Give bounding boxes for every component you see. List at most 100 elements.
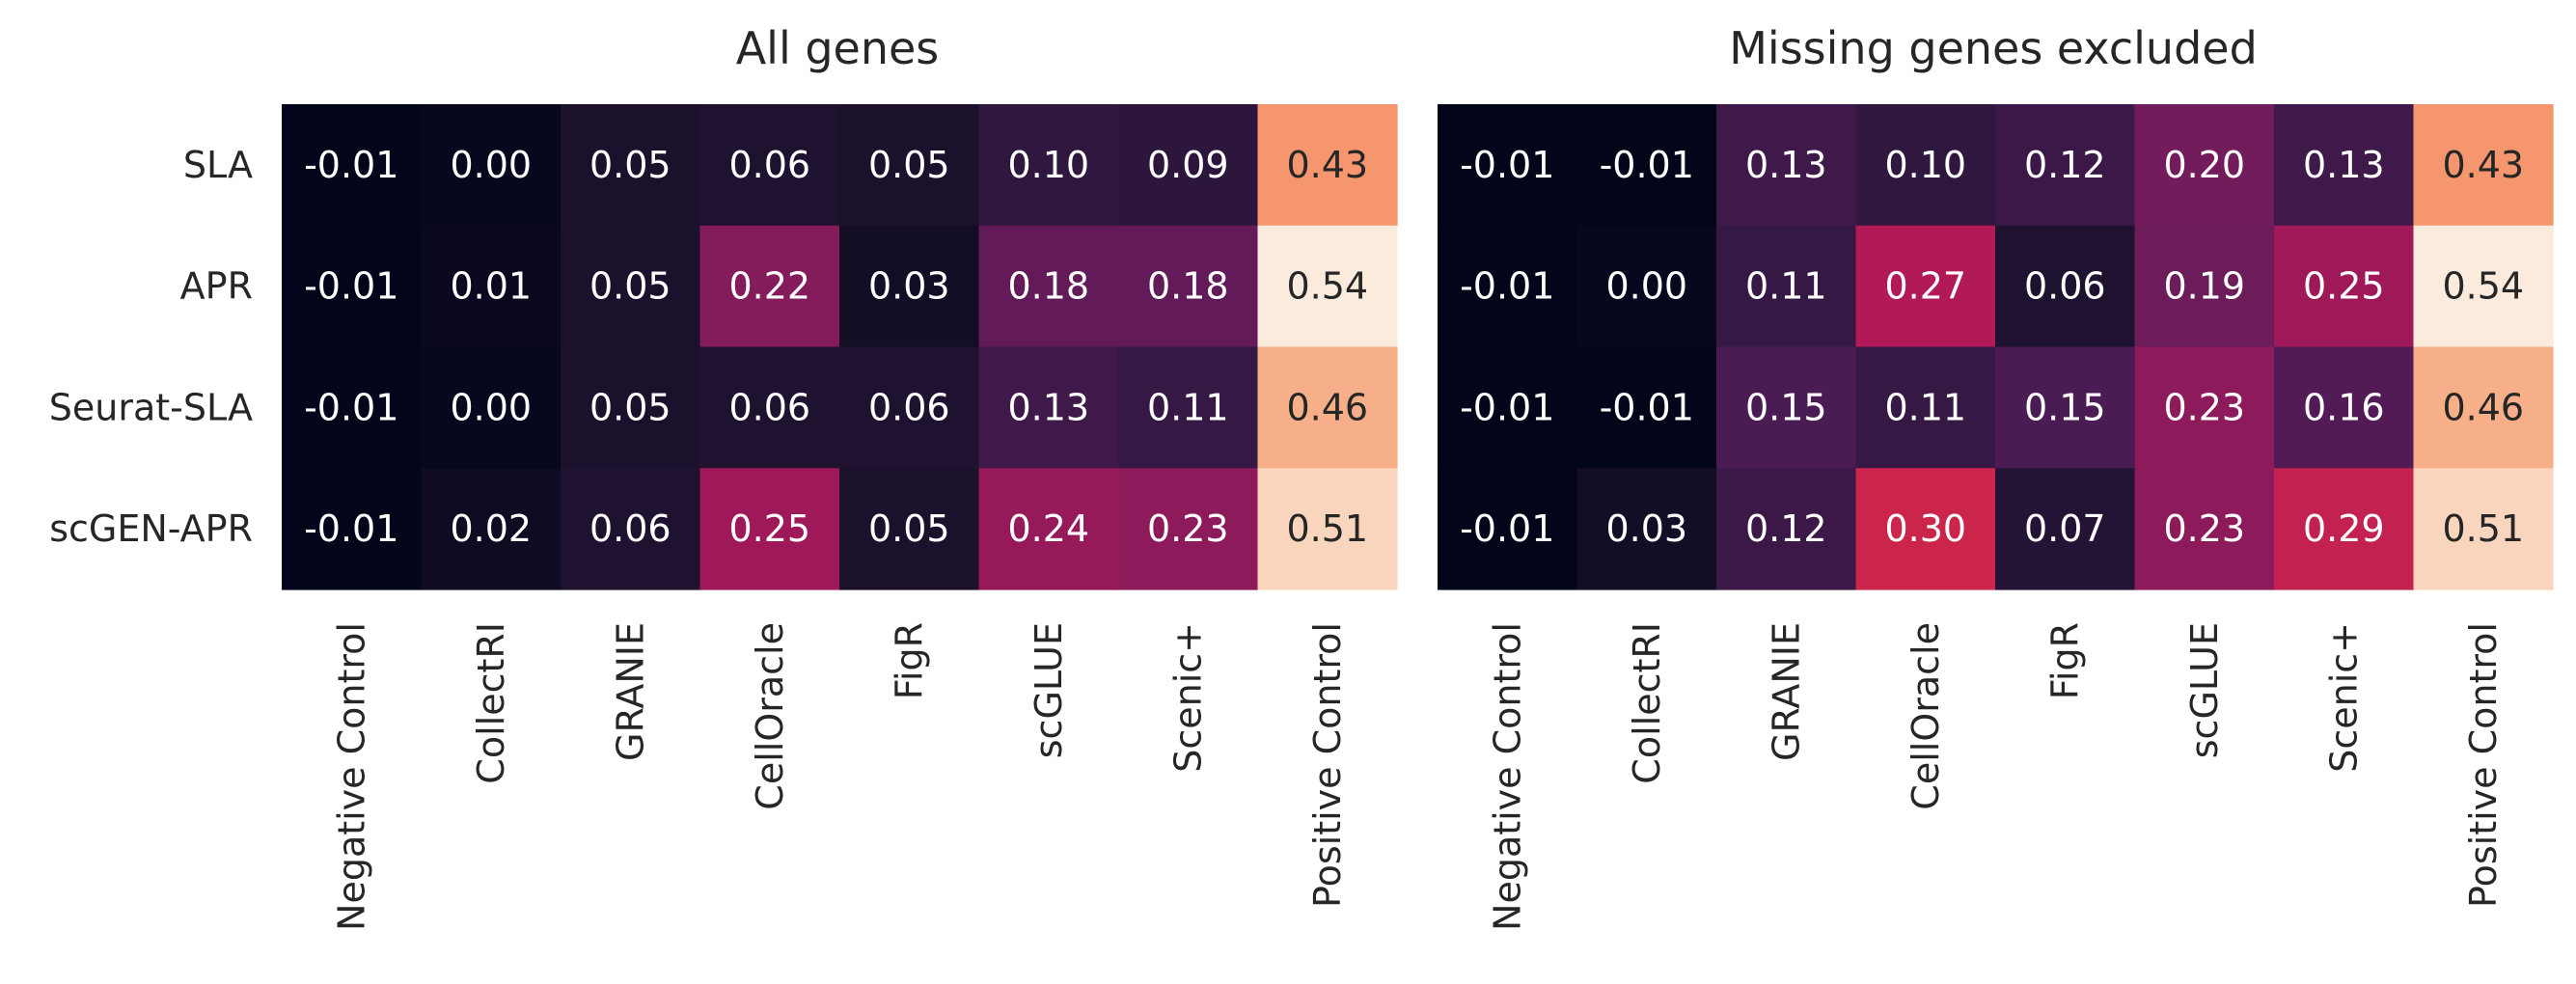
cell-value-label: 0.16 (2303, 386, 2385, 428)
heatmap-cell-seurat-sla-collectri (421, 346, 562, 469)
heatmap-cell-scgen-apr-figr (1995, 468, 2136, 590)
heatmap-cell-seurat-sla-positive-control (2413, 346, 2554, 469)
column-label-scglue: scGLUE (1028, 622, 1070, 758)
cell-value-label: 0.11 (1884, 386, 1966, 428)
heatmap-cell-sla-celloracle (699, 104, 840, 227)
heatmap-cell-scgen-apr-scenic (1118, 468, 1259, 590)
heatmap-cell-apr-scenic (1118, 225, 1259, 348)
heatmap-cell-sla-celloracle (1855, 104, 1996, 227)
heatmap-cell-scgen-apr-celloracle (1855, 468, 1996, 590)
cell-value-label: 0.23 (1147, 507, 1229, 550)
heatmap-cell-seurat-sla-figr (1995, 346, 2136, 469)
heatmap-cell-seurat-sla-negative-control (1438, 346, 1578, 469)
column-label-scglue: scGLUE (2183, 622, 2226, 758)
heatmap-cell-sla-positive-control (2413, 104, 2554, 227)
cell-value-label: 0.07 (2024, 507, 2106, 550)
cell-value-label: 0.10 (1007, 144, 1089, 186)
cell-value-label: 0.12 (2024, 144, 2106, 186)
cell-value-label: 0.20 (2163, 144, 2245, 186)
column-labels: Negative Control CollectRI GRANIE CellOracl… (330, 622, 1349, 931)
heatmap-cell-sla-figr (839, 104, 980, 227)
cell-value-label: 0.25 (2303, 265, 2385, 308)
cell-value-label: 0.30 (1884, 507, 1966, 550)
heatmap-cell-apr-positive-control (2413, 225, 2554, 348)
cell-value-label: 0.46 (1286, 386, 1368, 428)
cell-value-label: 0.03 (1605, 507, 1687, 550)
heatmap-cell-sla-scenic (1118, 104, 1259, 227)
cell-value-label: -0.01 (1460, 144, 1554, 186)
cell-value-label: 0.01 (450, 265, 532, 308)
cell-value-label: 0.15 (2024, 386, 2106, 428)
column-label-celloracle: CellOracle (1905, 622, 1947, 810)
cell-value-label: 0.12 (1745, 507, 1827, 550)
heatmap-cell-scgen-apr-positive-control (2413, 468, 2554, 590)
cell-value-label: 0.11 (1147, 386, 1229, 428)
cell-value-label: 0.05 (868, 507, 950, 550)
heatmap-cell-apr-celloracle (699, 225, 840, 348)
cell-value-label: 0.54 (2442, 265, 2524, 308)
heatmap-cell-sla-negative-control (282, 104, 423, 227)
cell-value-label: 0.06 (589, 507, 671, 550)
heatmap-cell-apr-figr (839, 225, 980, 348)
heatmap-cell-scgen-apr-negative-control (282, 468, 423, 590)
heatmap-cell-seurat-sla-scglue (2134, 346, 2275, 469)
cell-value-label: 0.05 (589, 144, 671, 186)
column-label-scenic: Scenic+ (1166, 622, 1209, 773)
cell-value-label: 0.06 (2024, 265, 2106, 308)
heatmap-cell-sla-collectri (421, 104, 562, 227)
cell-value-label: 0.05 (589, 386, 671, 428)
heatmap-cell-scgen-apr-negative-control (1438, 468, 1578, 590)
heatmap-panel-missing-genes-excluded: Missing genes excluded -0.01 -0.01 0.13 0.1… (1438, 22, 2554, 931)
cell-value-label: 0.05 (868, 144, 950, 186)
heatmap-cell-apr-granie (561, 225, 701, 348)
heatmap-cell-scgen-apr-granie (1716, 468, 1857, 590)
row-label-apr: APR (180, 265, 253, 308)
heatmap-cell-sla-positive-control (1257, 104, 1398, 227)
cell-value-label: -0.01 (1460, 265, 1554, 308)
heatmap-cell-seurat-sla-scglue (978, 346, 1119, 469)
heatmap-cell-apr-collectri (1576, 225, 1717, 348)
cell-value-label: 0.27 (1884, 265, 1966, 308)
heatmap-cell-apr-scenic (2274, 225, 2415, 348)
heatmap-cell-sla-granie (561, 104, 701, 227)
heatmap-cell-scgen-apr-positive-control (1257, 468, 1398, 590)
cell-value-label: -0.01 (304, 144, 398, 186)
heatmap-cell-scgen-apr-scglue (2134, 468, 2275, 590)
heatmap-cell-scgen-apr-granie (561, 468, 701, 590)
heatmap-cell-seurat-sla-collectri (1576, 346, 1717, 469)
heatmap-cell-scgen-apr-celloracle (699, 468, 840, 590)
cell-value-label: 0.06 (728, 144, 810, 186)
heatmap-cell-seurat-sla-granie (1716, 346, 1857, 469)
heatmap-cell-apr-scglue (2134, 225, 2275, 348)
cell-value-label: -0.01 (1600, 386, 1694, 428)
row-label-seurat-sla: Seurat-SLA (49, 386, 253, 428)
cell-value-label: 0.18 (1147, 265, 1229, 308)
row-label-sla: SLA (183, 144, 253, 186)
column-label-figr: FigR (888, 622, 930, 699)
heatmap-cell-scgen-apr-figr (839, 468, 980, 590)
cell-value-label: 0.51 (1286, 507, 1368, 550)
row-label-scgen-apr: scGEN-APR (49, 507, 253, 550)
cell-value-label: 0.09 (1147, 144, 1229, 186)
column-label-figr: FigR (2043, 622, 2086, 699)
heatmap-cell-apr-negative-control (282, 225, 423, 348)
cell-value-label: 0.10 (1884, 144, 1966, 186)
cell-value-label: 0.00 (1605, 265, 1687, 308)
heatmap-cell-sla-scglue (978, 104, 1119, 227)
cell-value-label: -0.01 (304, 507, 398, 550)
cell-value-label: 0.13 (1007, 386, 1089, 428)
heatmap-cell-apr-figr (1995, 225, 2136, 348)
heatmap-cell-apr-scglue (978, 225, 1119, 348)
cell-value-label: 0.46 (2442, 386, 2524, 428)
cell-value-label: 0.23 (2163, 507, 2245, 550)
heatmap-cell-seurat-sla-scenic (1118, 346, 1259, 469)
column-label-scenic: Scenic+ (2322, 622, 2365, 773)
heatmap-cell-apr-negative-control (1438, 225, 1578, 348)
heatmap-cells: -0.01 0.00 0.05 0.06 0.05 0.10 0.09 0.43 -0.01 0.… (282, 104, 1398, 590)
heatmap-cell-apr-collectri (421, 225, 562, 348)
cell-value-label: 0.06 (868, 386, 950, 428)
cell-value-label: 0.05 (589, 265, 671, 308)
cell-value-label: 0.43 (1286, 144, 1368, 186)
heatmap-cell-sla-granie (1716, 104, 1857, 227)
cell-value-label: 0.13 (2303, 144, 2385, 186)
